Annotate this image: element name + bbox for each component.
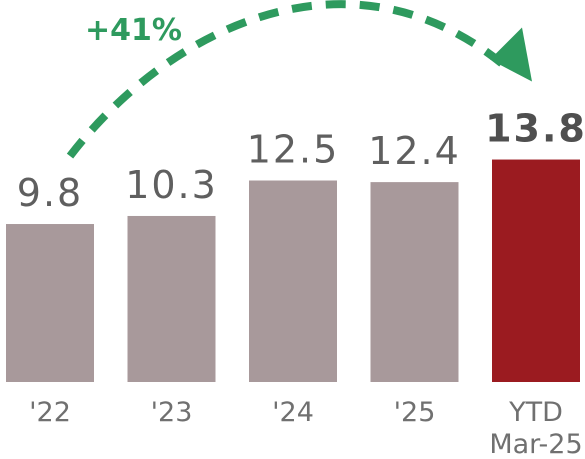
growth-arrow bbox=[66, 0, 505, 159]
category-label-4: YTD Mar-25 bbox=[489, 397, 582, 459]
bar-1 bbox=[127, 215, 216, 382]
value-label-1: 10.3 bbox=[125, 163, 218, 207]
growth-label: +41% bbox=[85, 13, 182, 48]
bar-2 bbox=[249, 180, 337, 382]
value-label-0: 9.8 bbox=[17, 171, 83, 215]
value-labels-group: 9.8 10.3 12.5 12.4 13.8 bbox=[17, 107, 585, 215]
bars-group bbox=[6, 159, 580, 382]
category-label-2: '24 bbox=[272, 397, 314, 428]
value-label-2: 12.5 bbox=[247, 128, 340, 172]
growth-arrowhead bbox=[490, 27, 532, 82]
category-label-3: '25 bbox=[394, 397, 436, 428]
category-labels-group: '22 '23 '24 '25 YTD Mar-25 bbox=[29, 397, 583, 459]
bar-3 bbox=[370, 182, 459, 382]
category-label-1: '23 bbox=[151, 397, 193, 428]
value-label-4: 13.8 bbox=[485, 107, 585, 151]
bar-0 bbox=[6, 224, 94, 382]
bar-4 bbox=[492, 159, 580, 382]
category-label-0: '22 bbox=[29, 397, 71, 428]
value-label-3: 12.4 bbox=[368, 129, 461, 173]
